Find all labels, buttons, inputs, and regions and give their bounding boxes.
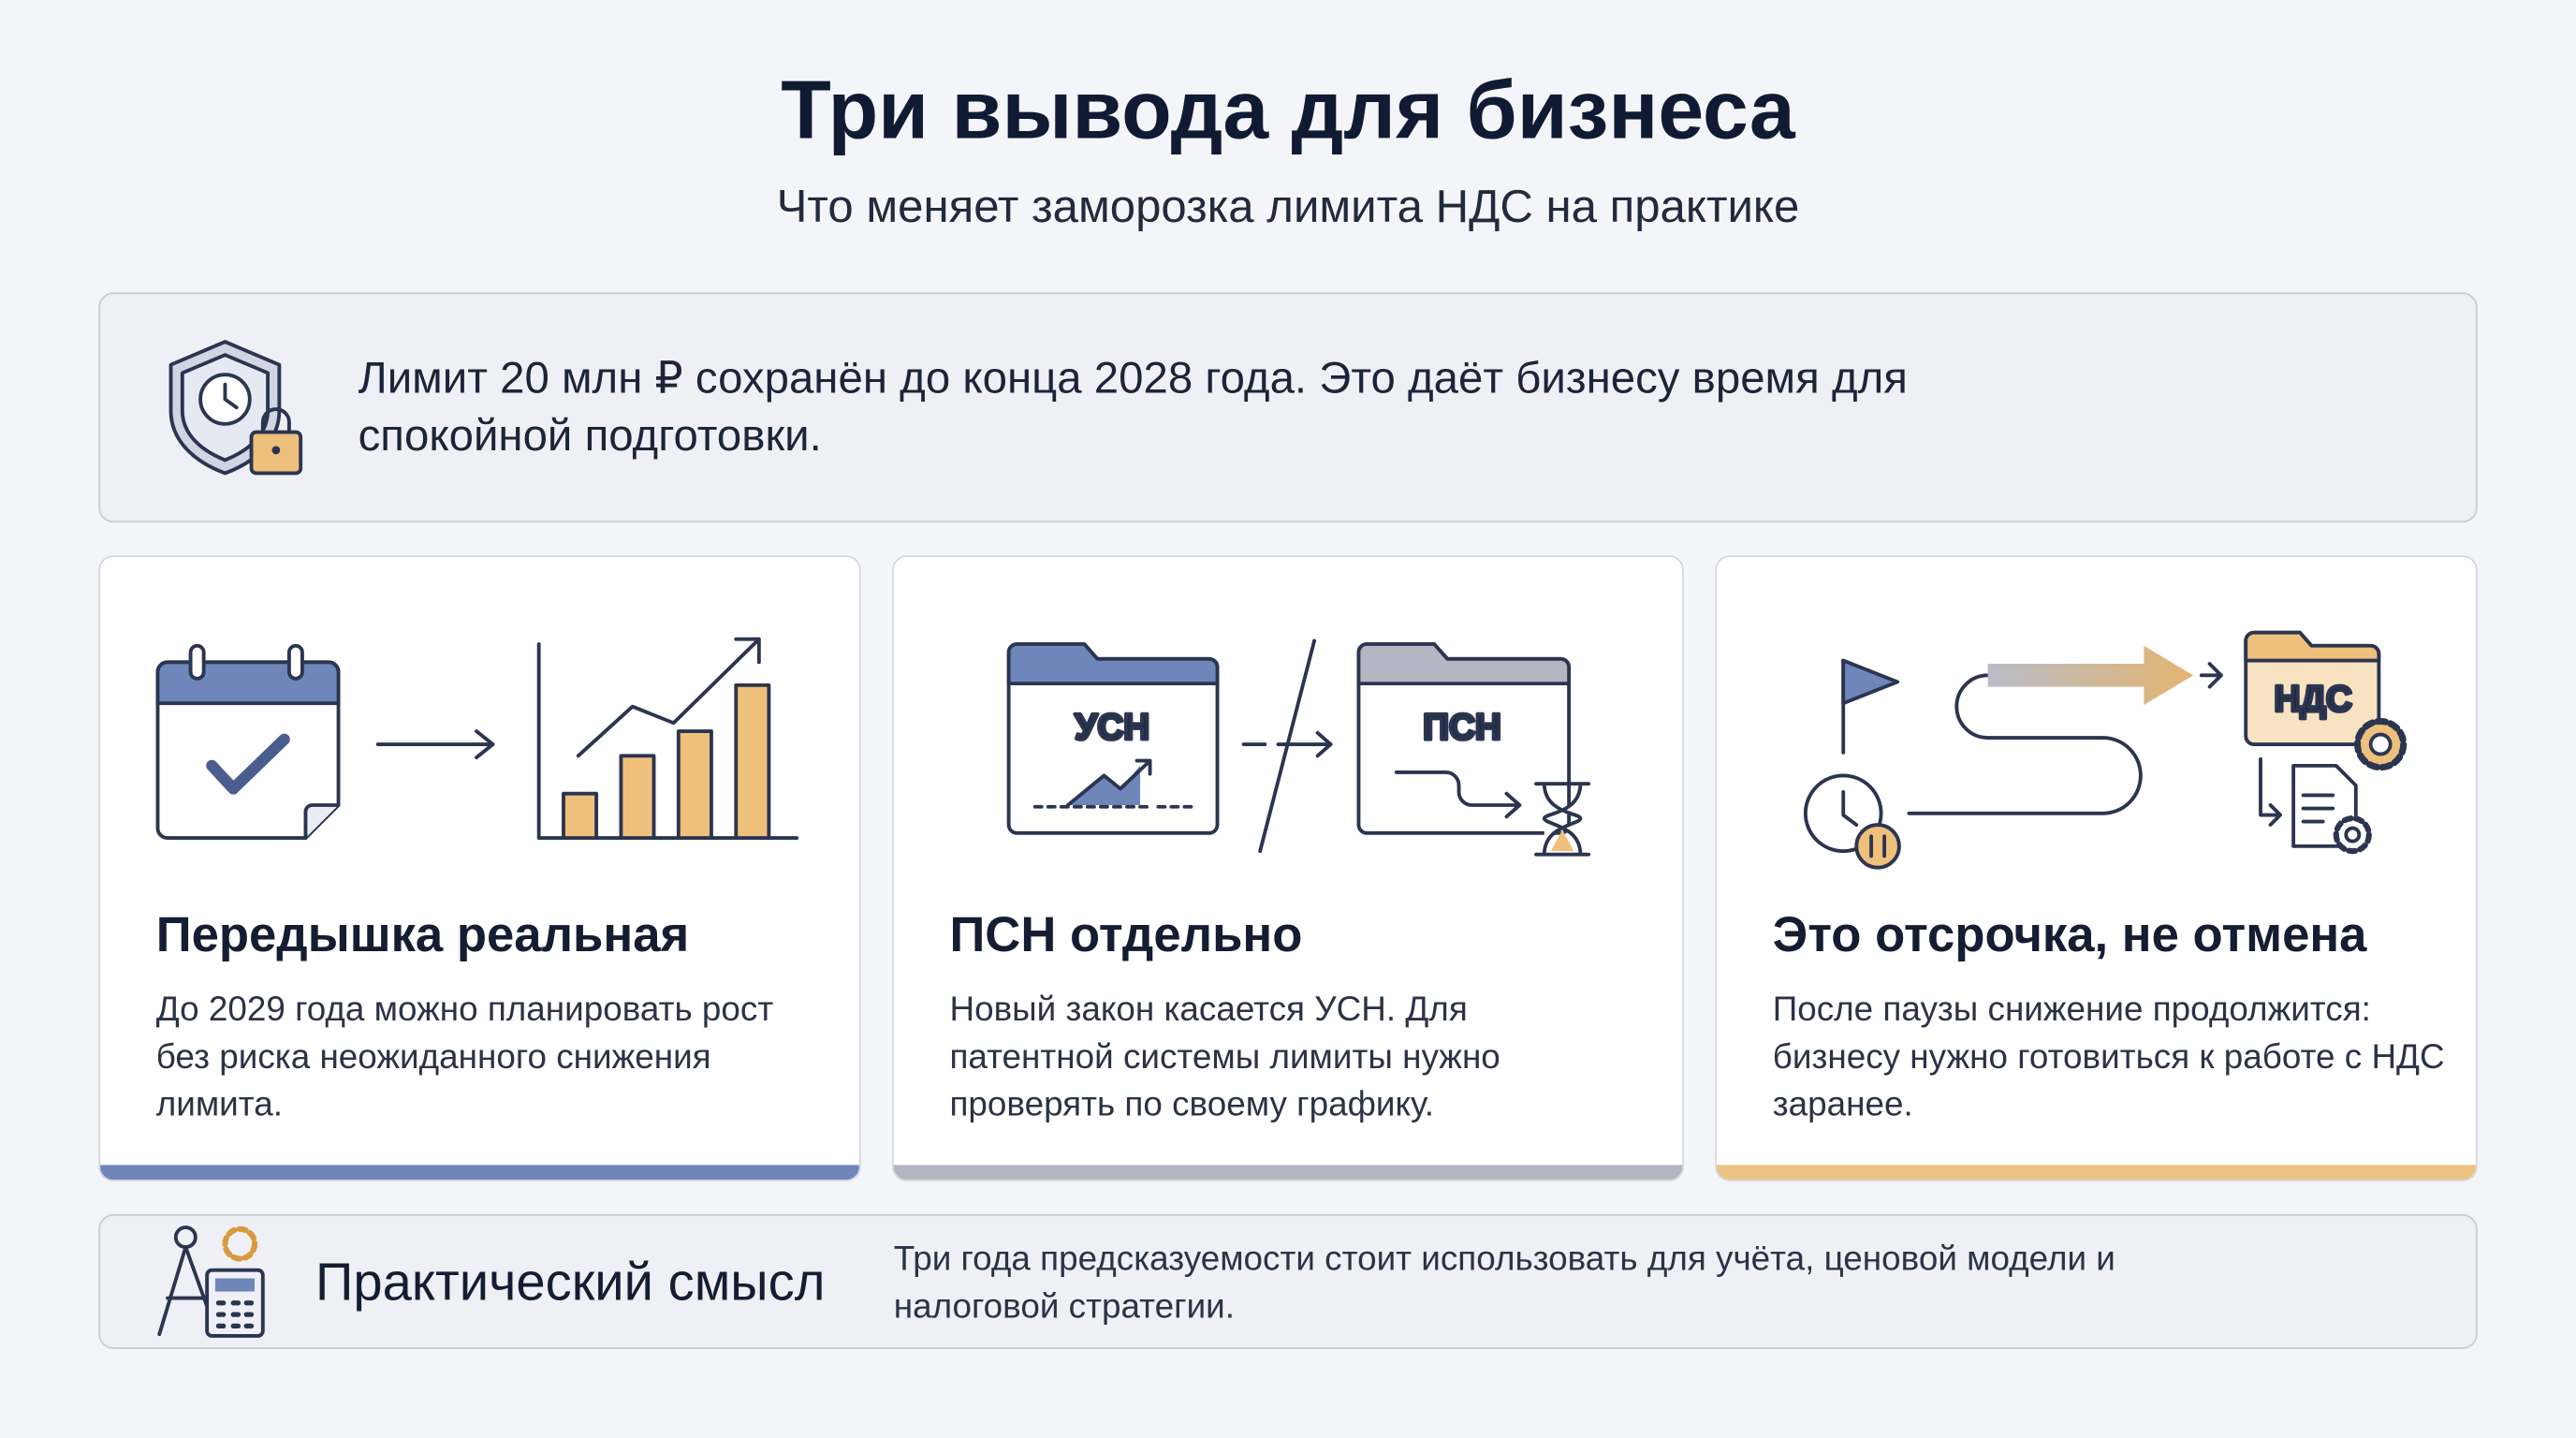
- card-accent: [893, 1165, 1683, 1181]
- icon-shape: [1394, 770, 1522, 819]
- icon-shape: [1065, 758, 1152, 807]
- icon-label: ПСН: [1423, 707, 1501, 747]
- calendar-growth-icon: [155, 637, 799, 841]
- icon-shape: [1067, 765, 1141, 805]
- icon-shape: [1356, 642, 1572, 686]
- icon-shape: [734, 682, 771, 841]
- card-title: Передышка реальная: [155, 908, 690, 963]
- icon-shape: [576, 637, 761, 758]
- icon-shape: [1907, 673, 2143, 815]
- icon-shape: [375, 729, 495, 760]
- icon-shape: [271, 446, 281, 455]
- icon-shape: [2259, 756, 2283, 827]
- icon-shape: [1854, 823, 1901, 870]
- icon-shape: [2244, 630, 2381, 663]
- icon-shape: [188, 643, 206, 681]
- icon-shape: [1869, 834, 1887, 858]
- footer-text: Три года предсказуемости стоит использов…: [893, 1240, 2115, 1327]
- banner: Лимит 20 млн ₽ сохранён до конца 2028 го…: [98, 292, 2478, 523]
- icon-label: НДС: [2275, 680, 2352, 720]
- icon-shape: [2368, 732, 2393, 756]
- usn-psn-icon: УСН ПСН: [1006, 638, 1591, 857]
- icon-shape: [214, 1278, 256, 1292]
- card-text: До 2029 года можно планировать рост без …: [155, 990, 774, 1124]
- deferral-icon: НДС: [1803, 630, 2408, 870]
- icon-shape: [223, 382, 239, 410]
- card-title: ПСН отдельно: [949, 908, 1303, 963]
- banner-text: Лимит 20 млн ₽ сохранён до конца 2028 го…: [358, 353, 1908, 461]
- page-title: Три вывода для бизнеса: [781, 64, 1795, 156]
- icon-shape: [215, 1300, 255, 1328]
- icon-shape: [173, 1225, 198, 1250]
- icon-shape: [260, 407, 291, 434]
- icon-shape: [1006, 642, 1220, 686]
- shield-icon: [168, 340, 303, 476]
- icon-shape: [1841, 790, 1859, 827]
- icon-shape: [2333, 814, 2372, 855]
- icon-shape: [676, 729, 713, 841]
- icon-shape: [1550, 829, 1574, 852]
- tools-icon: [157, 1225, 265, 1338]
- card-title: Это отсрочка, не отмена: [1772, 908, 2367, 963]
- icon-shape: [1534, 782, 1591, 857]
- icon-shape: [2344, 826, 2362, 844]
- icon-shape: [562, 791, 599, 841]
- icon-shape: [286, 643, 304, 681]
- icon-shape: [303, 803, 341, 841]
- icon-shape: [222, 1225, 258, 1262]
- icon-shape: [2301, 793, 2335, 824]
- card-accent: [100, 1165, 859, 1181]
- footer: Практический смысл Три года предсказуемо…: [98, 1214, 2478, 1349]
- icon-shape: [155, 660, 341, 706]
- icon-shape: [1841, 658, 1900, 706]
- icon-shape: [2199, 662, 2223, 689]
- icon-shape: [619, 754, 656, 841]
- card-accent: [1717, 1165, 2476, 1181]
- card-text: Новый закон касается УСН. Для патентной …: [949, 990, 1500, 1124]
- icon-label: УСН: [1075, 707, 1149, 747]
- card-text: После паузы снижение продолжится: бизнес…: [1772, 990, 2445, 1124]
- card: Передышка реальная До 2029 года можно пл…: [98, 555, 861, 1181]
- icon-shape: [206, 733, 290, 795]
- icon-shape: [1258, 638, 1317, 854]
- footer-title: Практический смысл: [315, 1252, 826, 1312]
- page-subtitle: Что меняет заморозка лимита НДС на практ…: [776, 181, 1800, 232]
- icon-shape: [1987, 645, 2194, 705]
